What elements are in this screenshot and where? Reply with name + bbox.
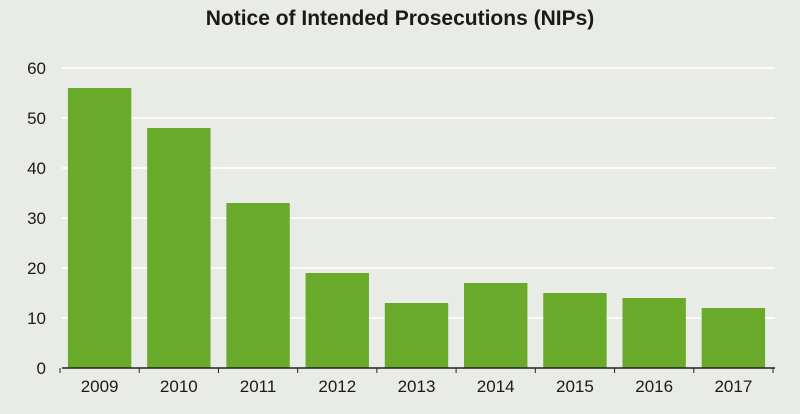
bar-2015 xyxy=(543,293,607,368)
bar-2012 xyxy=(305,273,369,368)
y-tick-label-40: 40 xyxy=(27,159,46,178)
x-tick-label-2017: 2017 xyxy=(714,377,752,396)
bar-2009 xyxy=(67,88,132,368)
y-tick-label-30: 30 xyxy=(27,209,46,228)
y-tick-label-0: 0 xyxy=(37,359,46,378)
x-tick-label-2015: 2015 xyxy=(556,377,594,396)
y-tick-label-50: 50 xyxy=(27,109,46,128)
y-tick-label-60: 60 xyxy=(27,59,46,78)
bar-2016 xyxy=(622,298,686,368)
x-tick-label-2016: 2016 xyxy=(635,377,673,396)
bar-2017 xyxy=(701,308,766,368)
bar-2011 xyxy=(226,203,290,368)
bar-2010 xyxy=(147,128,211,368)
y-tick-label-10: 10 xyxy=(27,309,46,328)
x-tick-label-2011: 2011 xyxy=(240,377,277,396)
bar-2014 xyxy=(464,283,528,368)
x-tick-label-2014: 2014 xyxy=(477,377,515,396)
x-tick-label-2013: 2013 xyxy=(398,377,436,396)
y-tick-label-20: 20 xyxy=(27,259,46,278)
x-tick-label-2009: 2009 xyxy=(81,377,119,396)
x-tick-label-2012: 2012 xyxy=(318,377,356,396)
bar-2013 xyxy=(384,303,449,368)
chart-title: Notice of Intended Prosecutions (NIPs) xyxy=(205,7,595,30)
x-tick-label-2010: 2010 xyxy=(160,377,198,396)
